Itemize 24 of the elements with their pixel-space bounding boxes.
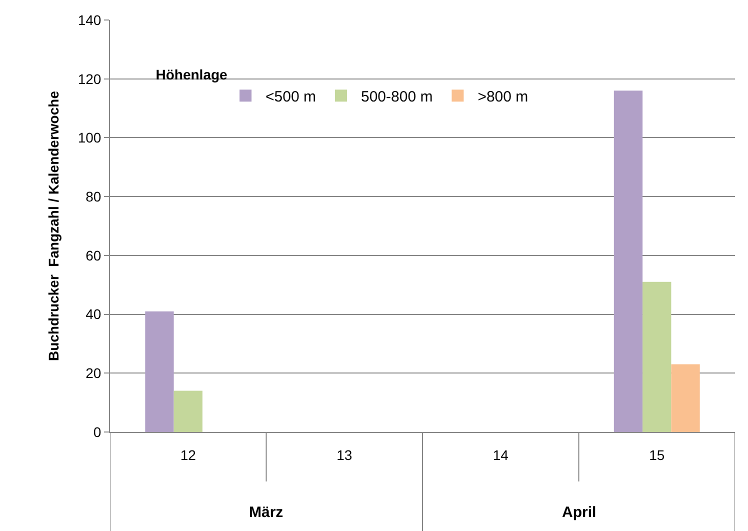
y-tick-label: 100	[78, 130, 102, 146]
x-tick-label: 15	[649, 446, 665, 463]
y-tick-label: 40	[86, 306, 102, 322]
legend-label: 500-800 m	[360, 88, 433, 106]
legend-title: Höhenlage	[156, 66, 228, 82]
y-tick-label: 80	[86, 188, 102, 204]
text: April	[562, 504, 596, 521]
bar	[174, 390, 202, 432]
legend-label: <500 m	[266, 88, 316, 106]
x-tick-label: 12	[180, 446, 196, 463]
y-tick-label: 20	[86, 365, 102, 382]
bar	[145, 311, 174, 432]
y-tick-label: 0	[93, 424, 102, 440]
x-tick-label: 14	[492, 446, 509, 463]
y-tick-label: 120	[78, 70, 102, 87]
y-tick-label: 60	[86, 247, 102, 264]
legend-label: >800 m	[478, 88, 528, 106]
bar	[671, 364, 700, 432]
x-tick-label: 13	[336, 446, 352, 463]
text: März	[249, 504, 284, 521]
bar	[614, 90, 643, 432]
y-tick-label: 140	[78, 12, 102, 28]
y-axis-title: Buchdrucker Fangzahl / Kalenderwoche	[45, 90, 62, 361]
bar	[642, 282, 672, 432]
